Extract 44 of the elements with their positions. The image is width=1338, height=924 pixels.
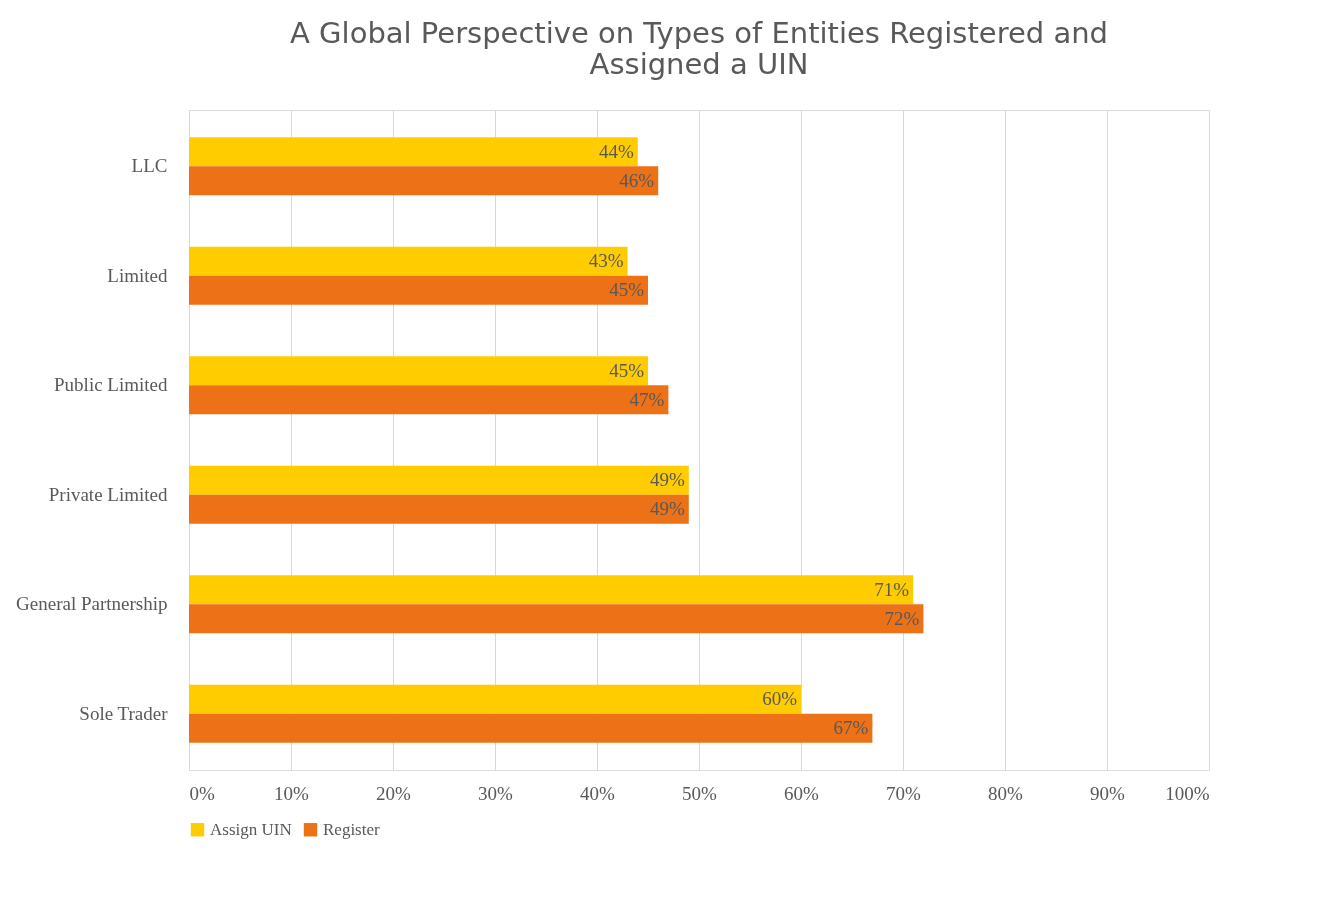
x-tick-label: 40% (580, 782, 616, 804)
data-label: 43% (588, 250, 624, 272)
x-tick-label: 90% (1090, 782, 1126, 804)
bar (189, 494, 689, 524)
x-tick-label: 0% (189, 782, 215, 804)
y-tick-label: Private Limited (48, 483, 168, 505)
y-tick-label: Limited (107, 264, 168, 286)
x-tick-label: 60% (784, 782, 820, 804)
data-label: 45% (609, 279, 645, 301)
y-tick-label: Public Limited (54, 374, 168, 396)
x-tick-label: 100% (1165, 782, 1210, 804)
data-label: 49% (649, 469, 685, 491)
x-tick-label: 30% (478, 782, 514, 804)
bar (189, 137, 638, 167)
data-label: 45% (609, 359, 645, 381)
x-tick-label: 80% (988, 782, 1024, 804)
bar (189, 356, 648, 386)
data-label: 44% (598, 140, 634, 162)
y-tick-label: General Partnership (16, 593, 168, 615)
data-label: 71% (874, 578, 910, 600)
bar (189, 385, 669, 415)
bar (189, 275, 648, 305)
bar (189, 465, 689, 495)
legend-label: Assign UIN (210, 819, 292, 839)
x-tick-label: 70% (886, 782, 922, 804)
chart-title: A Global Perspective on Types of Entities Registered and Assigned a UIN (290, 16, 1108, 81)
x-tick-label: 20% (376, 782, 412, 804)
data-label: 47% (629, 388, 665, 410)
y-tick-label: LLC (131, 155, 168, 177)
bar (189, 166, 659, 196)
x-tick-label: 50% (682, 782, 718, 804)
bar (189, 684, 801, 714)
bar (189, 604, 924, 634)
x-tick-label: 10% (274, 782, 310, 804)
data-label: 46% (619, 169, 655, 191)
data-label: 49% (649, 498, 685, 520)
bar (189, 246, 628, 276)
bar (189, 713, 873, 743)
bar (189, 575, 914, 605)
legend-label: Register (323, 819, 380, 839)
data-label: 72% (884, 607, 920, 629)
data-label: 67% (833, 717, 869, 739)
y-tick-label: Sole Trader (79, 702, 169, 724)
data-label: 60% (762, 688, 798, 710)
